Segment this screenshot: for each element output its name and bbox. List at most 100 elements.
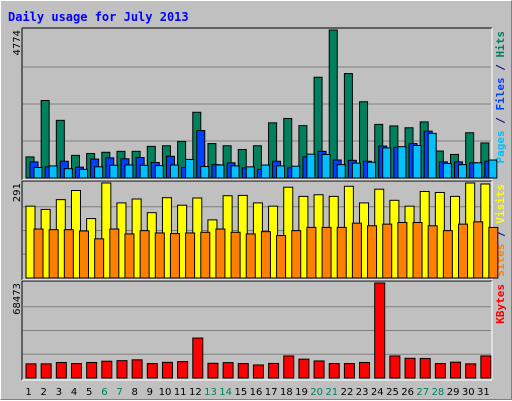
bar-pages-day-1 — [33, 166, 43, 179]
bar-sites-day-23 — [367, 225, 378, 279]
x-tick-label: 12 — [189, 387, 202, 398]
bar-kbytes-day-21 — [328, 363, 340, 379]
bar-pages-day-4 — [78, 168, 88, 179]
x-tick-label: 3 — [56, 387, 62, 398]
x-tick-label: 16 — [250, 387, 263, 398]
x-tick-label: 30 — [462, 387, 475, 398]
bar-pages-day-26 — [412, 144, 422, 179]
bar-pages-day-9 — [154, 165, 164, 179]
bar-pages-day-6 — [109, 164, 119, 179]
bar-sites-day-21 — [336, 226, 347, 279]
bar-kbytes-day-27 — [419, 357, 431, 379]
bar-pages-day-25 — [397, 146, 407, 179]
x-tick-label: 14 — [219, 387, 232, 398]
bar-kbytes-day-11 — [177, 361, 189, 379]
bar-sites-day-22 — [351, 222, 362, 279]
x-tick-label: 29 — [447, 387, 460, 398]
panel-axis-label: KBytes — [494, 284, 507, 324]
x-tick-label: 27 — [416, 387, 429, 398]
bar-pages-day-28 — [442, 162, 452, 179]
bar-kbytes-day-3 — [55, 361, 67, 379]
bar-kbytes-day-16 — [252, 364, 264, 379]
x-tick-label: 8 — [132, 387, 138, 398]
bar-pages-day-13 — [215, 164, 225, 179]
bar-pages-day-7 — [124, 164, 134, 179]
bar-pages-day-2 — [48, 165, 58, 179]
bar-kbytes-day-9 — [146, 363, 158, 379]
bar-sites-day-11 — [185, 232, 196, 279]
x-tick-label: 31 — [477, 387, 490, 398]
axis-label-part: Pages — [494, 130, 507, 163]
bar-sites-day-18 — [291, 230, 302, 279]
bar-pages-day-8 — [139, 164, 149, 179]
x-tick-label: 5 — [86, 387, 92, 398]
bar-kbytes-day-20 — [313, 360, 325, 379]
bar-kbytes-day-13 — [207, 362, 219, 379]
bar-sites-day-16 — [260, 231, 271, 279]
bar-sites-day-10 — [169, 233, 180, 279]
bar-sites-day-4 — [78, 230, 89, 279]
bar-pages-day-3 — [63, 168, 73, 179]
bar-pages-day-29 — [458, 164, 468, 179]
x-tick-label: 26 — [401, 387, 414, 398]
axis-label-part: / — [494, 58, 507, 78]
bar-sites-day-31 — [488, 226, 499, 279]
panel-hits_files_pages: 4774 Pages / Files / Hits — [12, 27, 507, 181]
bar-kbytes-day-25 — [389, 355, 401, 379]
bar-sites-day-8 — [139, 230, 150, 279]
bar-sites-day-14 — [230, 231, 241, 279]
bar-sites-day-24 — [382, 223, 393, 279]
panel-axis-label: Pages / Files / Hits — [494, 31, 507, 164]
bar-pages-day-5 — [94, 166, 104, 179]
x-tick-label: 10 — [159, 387, 172, 398]
bar-kbytes-day-2 — [40, 363, 52, 379]
x-tick-label: 13 — [204, 387, 217, 398]
bar-pages-day-30 — [473, 162, 483, 179]
x-tick-label: 17 — [265, 387, 278, 398]
panel-max-label: 291 — [12, 183, 23, 202]
bar-pages-day-12 — [200, 166, 210, 179]
bar-sites-day-3 — [63, 229, 74, 279]
bar-kbytes-day-23 — [359, 361, 371, 379]
bar-pages-day-21 — [336, 164, 346, 179]
x-tick-label: 11 — [174, 387, 187, 398]
bar-kbytes-day-4 — [70, 363, 82, 379]
bar-kbytes-day-5 — [86, 361, 98, 379]
axis-label-part: Visits — [494, 184, 507, 224]
bar-sites-day-19 — [306, 226, 317, 279]
bar-pages-day-22 — [351, 162, 361, 179]
bar-sites-day-5 — [94, 238, 105, 279]
x-tick-label: 7 — [116, 387, 122, 398]
x-tick-label: 9 — [147, 387, 153, 398]
bar-kbytes-day-26 — [404, 357, 416, 379]
bar-sites-day-6 — [109, 228, 120, 279]
axis-label-part: Files — [494, 77, 507, 110]
bar-kbytes-day-12 — [192, 337, 204, 379]
bar-kbytes-day-7 — [116, 360, 128, 379]
bar-sites-day-15 — [245, 233, 256, 279]
bar-kbytes-day-22 — [343, 363, 355, 379]
bar-kbytes-day-18 — [283, 355, 295, 379]
x-tick-label: 4 — [71, 387, 77, 398]
bar-sites-day-1 — [33, 228, 44, 279]
panel-kbytes: 68473 KBytes — [12, 280, 507, 381]
bar-sites-day-7 — [124, 233, 135, 279]
series-kbytes — [25, 282, 492, 379]
bar-pages-day-24 — [382, 147, 392, 179]
x-tick-label: 2 — [41, 387, 47, 398]
bar-pages-day-20 — [321, 153, 331, 179]
bar-pages-day-23 — [367, 161, 377, 179]
x-tick-label: 23 — [356, 387, 369, 398]
bar-pages-day-19 — [306, 153, 316, 179]
bar-kbytes-day-29 — [450, 361, 462, 379]
x-tick-label: 24 — [371, 387, 384, 398]
bar-kbytes-day-17 — [268, 362, 280, 379]
panel-max-label: 4774 — [12, 30, 23, 55]
chart-title: Daily usage for July 2013 — [8, 10, 189, 24]
bar-sites-day-12 — [200, 231, 211, 279]
bar-pages-day-11 — [185, 158, 195, 179]
panel-max-label: 68473 — [12, 283, 23, 315]
